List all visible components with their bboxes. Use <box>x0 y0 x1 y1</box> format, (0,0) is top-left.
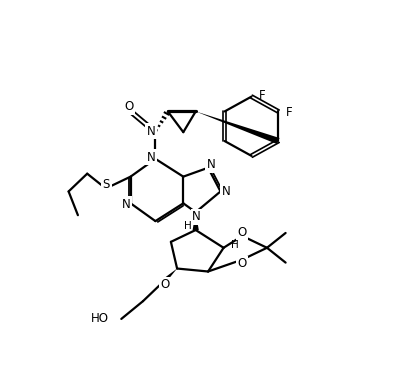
Polygon shape <box>196 111 280 144</box>
Text: O: O <box>237 257 246 270</box>
Text: F: F <box>286 106 293 119</box>
Text: N: N <box>192 210 201 223</box>
Polygon shape <box>160 269 177 285</box>
Text: H: H <box>184 221 192 231</box>
Text: F: F <box>259 89 266 102</box>
Text: N: N <box>146 151 155 164</box>
Text: N: N <box>207 158 216 171</box>
Text: O: O <box>124 100 134 114</box>
Text: N: N <box>146 125 155 138</box>
Polygon shape <box>193 212 199 230</box>
Text: H: H <box>230 240 238 250</box>
Text: HO: HO <box>90 313 109 325</box>
Text: O: O <box>237 226 246 239</box>
Text: N: N <box>222 185 230 198</box>
Text: S: S <box>103 177 110 191</box>
Text: O: O <box>160 278 169 291</box>
Text: N: N <box>122 198 130 211</box>
